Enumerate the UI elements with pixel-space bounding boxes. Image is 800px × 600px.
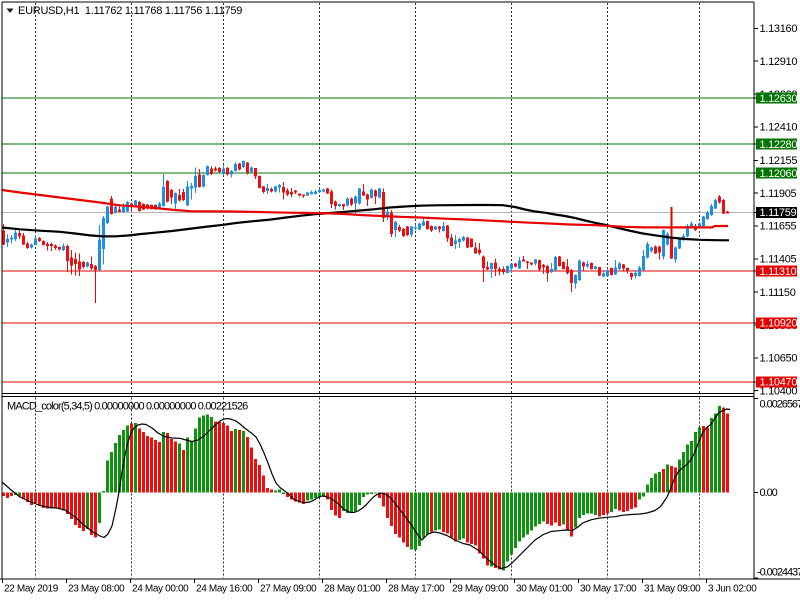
svg-text:31 May 09:00: 31 May 09:00 (644, 584, 701, 595)
svg-text:1.12280: 1.12280 (760, 139, 798, 151)
svg-text:0.0026567: 0.0026567 (760, 398, 800, 410)
svg-text:-0.0024437: -0.0024437 (757, 567, 800, 579)
svg-text:24 May 00:00: 24 May 00:00 (132, 584, 189, 595)
svg-text:3 Jun 02:00: 3 Jun 02:00 (708, 584, 757, 595)
svg-text:29 May 09:00: 29 May 09:00 (452, 584, 509, 595)
svg-text:1.11405: 1.11405 (760, 254, 797, 266)
svg-text:1.11150: 1.11150 (760, 287, 796, 299)
svg-text:1.13160: 1.13160 (760, 23, 798, 35)
svg-text:1.12630: 1.12630 (760, 93, 798, 105)
svg-text:MACD_color(5,34,5) 0.00000000: MACD_color(5,34,5) 0.00000000 0.00000000… (7, 401, 248, 413)
svg-text:1.12410: 1.12410 (760, 122, 798, 134)
svg-text:30 May 01:00: 30 May 01:00 (516, 584, 573, 595)
svg-text:EURUSD,H1 1.11762 1.11768 1.1: EURUSD,H1 1.11762 1.11768 1.11756 1.1175… (18, 5, 242, 17)
svg-text:1.12060: 1.12060 (760, 168, 798, 180)
svg-text:1.10400: 1.10400 (760, 386, 798, 398)
svg-text:28 May 01:00: 28 May 01:00 (324, 584, 381, 595)
svg-text:27 May 09:00: 27 May 09:00 (260, 584, 317, 595)
svg-text:22 May 2019: 22 May 2019 (4, 584, 59, 595)
svg-text:1.12155: 1.12155 (760, 155, 798, 167)
svg-text:1.12910: 1.12910 (760, 56, 798, 68)
svg-text:1.10470: 1.10470 (760, 377, 798, 389)
svg-text:23 May 08:00: 23 May 08:00 (68, 584, 125, 595)
svg-text:28 May 17:00: 28 May 17:00 (388, 584, 445, 595)
svg-text:24 May 16:00: 24 May 16:00 (196, 584, 253, 595)
svg-text:30 May 17:00: 30 May 17:00 (580, 584, 637, 595)
svg-text:1.11759: 1.11759 (760, 207, 797, 219)
svg-text:1.10920: 1.10920 (760, 318, 798, 330)
svg-text:1.10650: 1.10650 (760, 353, 798, 365)
svg-text:0.00: 0.00 (760, 487, 778, 499)
svg-text:1.11655: 1.11655 (760, 221, 797, 233)
svg-text:1.11310: 1.11310 (760, 266, 797, 278)
svg-text:1.11905: 1.11905 (760, 188, 797, 200)
